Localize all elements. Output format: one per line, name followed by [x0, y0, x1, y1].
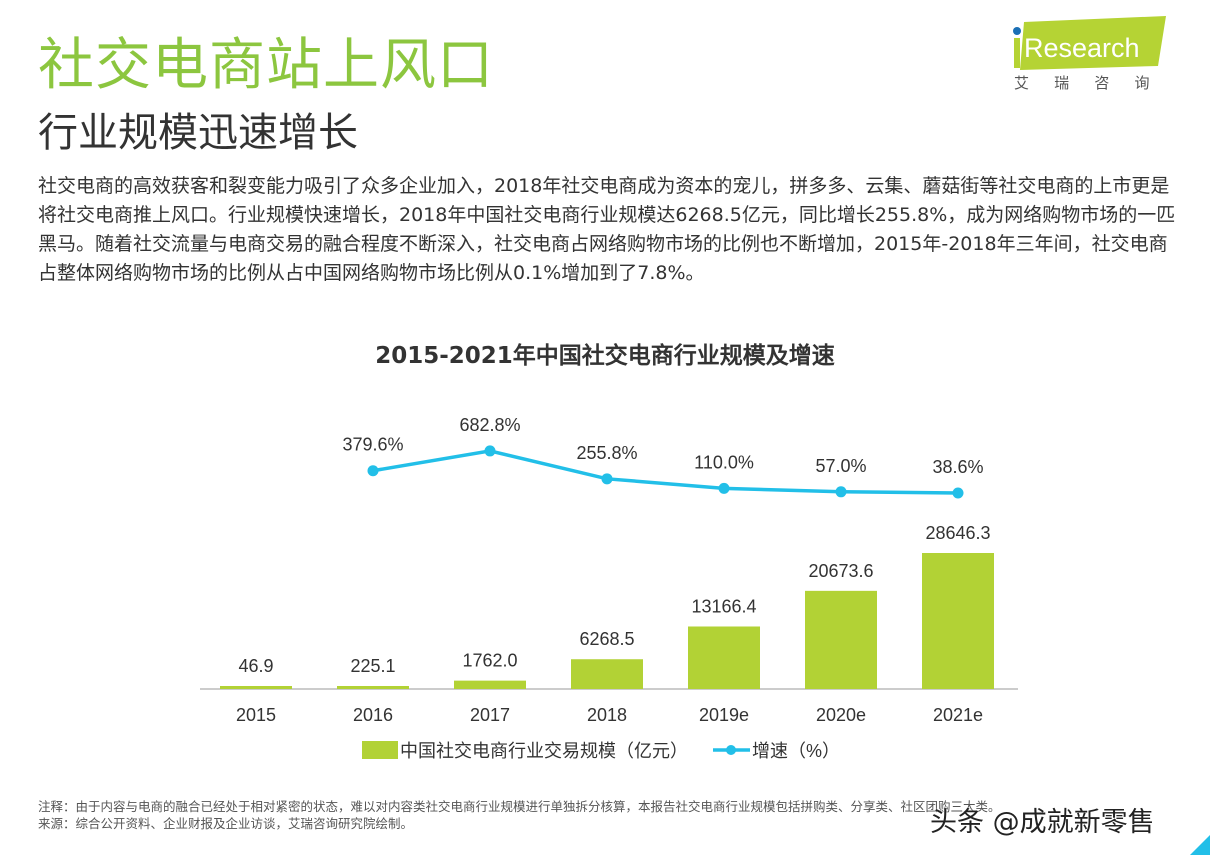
growth-label: 57.0%: [815, 456, 866, 476]
growth-label: 110.0%: [694, 452, 754, 472]
bar: [805, 590, 877, 689]
bar-label: 46.9: [238, 656, 273, 676]
x-tick-label: 2016: [353, 705, 393, 725]
growth-point: [718, 482, 730, 494]
bar-label: 225.1: [350, 656, 395, 676]
svg-text:Research: Research: [1024, 33, 1140, 63]
x-tick-label: 2018: [587, 705, 627, 725]
bar-label: 28646.3: [925, 523, 990, 543]
x-tick-label: 2019e: [699, 705, 749, 725]
chart-title: 2015-2021年中国社交电商行业规模及增速: [375, 343, 835, 369]
page-subtitle: 行业规模迅速增长: [38, 110, 358, 156]
watermark: 头条 @成就新零售: [930, 807, 1155, 838]
bar-label: 1762.0: [462, 651, 517, 671]
bar-label: 13166.4: [691, 596, 756, 616]
bar-label: 6268.5: [579, 629, 634, 649]
bar: [922, 553, 994, 689]
growth-point: [367, 465, 379, 477]
growth-line: [372, 449, 959, 495]
bar: [220, 686, 292, 689]
bar-label: 20673.6: [808, 561, 873, 581]
x-tick-label: 2020e: [816, 705, 866, 725]
growth-point: [835, 486, 847, 498]
legend-bar-label: 中国社交电商行业交易规模（亿元）: [400, 741, 688, 761]
growth-point: [601, 473, 613, 485]
growth-label: 379.6%: [342, 435, 403, 455]
iresearch-logo: Research 艾 瑞 咨 询: [1008, 14, 1178, 94]
growth-label: 255.8%: [576, 443, 637, 463]
note-text: 注释：由于内容与电商的融合已经处于相对紧密的状态，难以对内容类社交电商行业规模进…: [38, 799, 1001, 814]
x-tick-label: 2015: [236, 705, 276, 725]
page-title: 社交电商站上风口: [38, 33, 494, 98]
chart: 46.9 2015 225.1 2016 1762.0 2017 6268.5 2018 131…: [200, 415, 1018, 761]
legend-line-marker: [726, 745, 736, 755]
source-text: 来源：综合公开资料、企业财报及企业访谈，艾瑞咨询研究院绘制。: [38, 816, 414, 831]
growth-label: 682.8%: [459, 415, 520, 435]
growth-point: [484, 445, 496, 457]
svg-text:艾 瑞 咨 询: 艾 瑞 咨 询: [1014, 75, 1152, 92]
x-tick-label: 2021e: [933, 705, 983, 725]
legend-line-label: 增速（%）: [752, 741, 840, 761]
body-paragraph: 社交电商的高效获客和裂变能力吸引了众多企业加入，2018年社交电商成为资本的宠儿…: [38, 175, 1176, 284]
corner-decoration: [1190, 835, 1210, 855]
legend-bar-swatch: [362, 741, 398, 759]
bar: [571, 659, 643, 689]
growth-point: [952, 487, 964, 499]
footnotes: 注释：由于内容与电商的融合已经处于相对紧密的状态，难以对内容类社交电商行业规模进…: [38, 798, 1178, 832]
bar: [454, 680, 526, 689]
bar: [337, 686, 409, 689]
growth-label: 38.6%: [932, 457, 983, 477]
x-tick-label: 2017: [470, 705, 510, 725]
bar: [688, 626, 760, 689]
